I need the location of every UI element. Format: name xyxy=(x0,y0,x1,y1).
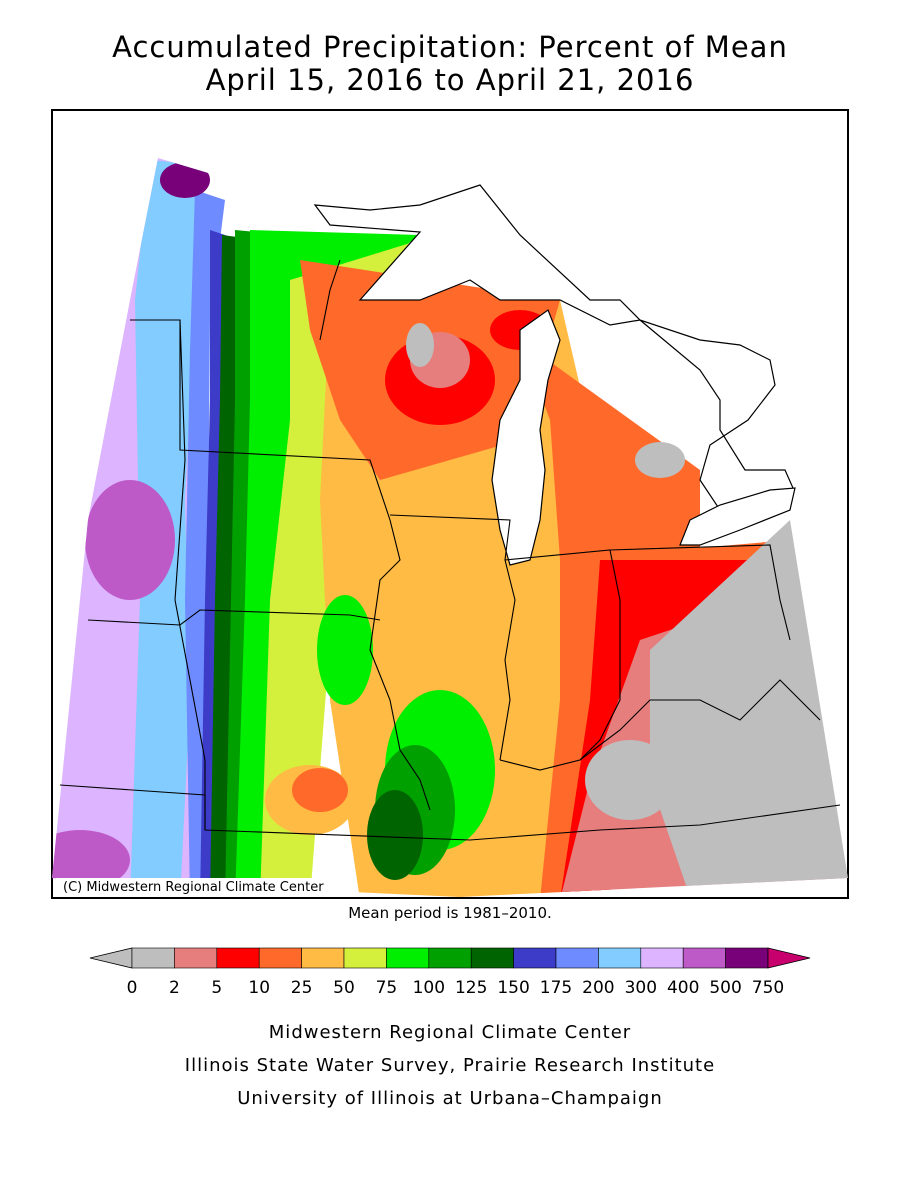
legend-label: 750 xyxy=(752,978,784,998)
legend-swatch xyxy=(343,947,387,969)
map-title: Accumulated Precipitation: Percent of Me… xyxy=(112,30,788,64)
legend-label: 400 xyxy=(667,978,699,998)
legend-swatch xyxy=(470,947,514,969)
legend-label: 175 xyxy=(540,978,572,998)
legend-swatch xyxy=(598,947,642,969)
legend-label: 50 xyxy=(333,978,355,998)
mean-period-note: Mean period is 1981–2010. xyxy=(348,904,552,922)
legend-label: 75 xyxy=(376,978,398,998)
legend-swatch xyxy=(301,947,345,969)
legend-swatch xyxy=(258,947,302,969)
legend-swatch xyxy=(428,947,472,969)
legend-label: 2 xyxy=(169,978,180,998)
footer-survey: Illinois State Water Survey, Prairie Res… xyxy=(184,1055,716,1076)
legend-swatch xyxy=(216,947,260,969)
legend-label: 150 xyxy=(497,978,529,998)
legend-label: 300 xyxy=(625,978,657,998)
legend-label: 100 xyxy=(413,978,445,998)
precipitation-map xyxy=(51,109,849,899)
legend-swatch xyxy=(174,947,218,969)
map-date-range: April 15, 2016 to April 21, 2016 xyxy=(205,63,695,97)
legend-swatch xyxy=(682,947,726,969)
great-lakes xyxy=(313,184,796,566)
legend-under-arrow xyxy=(89,947,133,969)
precipitation-field xyxy=(52,158,848,897)
legend-label: 125 xyxy=(455,978,487,998)
legend-swatch xyxy=(640,947,684,969)
legend-over-arrow xyxy=(767,947,811,969)
legend-swatch xyxy=(725,947,769,969)
copyright-text: (C) Midwestern Regional Climate Center xyxy=(60,880,327,895)
color-legend: 0 2 5 10 25 50 75 100 125 150 175 200 300 400 500 750 xyxy=(89,947,811,998)
footer-university: University of Illinois at Urbana–Champai… xyxy=(237,1088,663,1109)
footer-org: Midwestern Regional Climate Center xyxy=(268,1022,632,1043)
legend-label: 25 xyxy=(291,978,313,998)
legend-swatch xyxy=(513,947,557,969)
legend-label: 0 xyxy=(127,978,138,998)
legend-label: 10 xyxy=(248,978,270,998)
legend-label: 200 xyxy=(582,978,614,998)
legend-label: 500 xyxy=(709,978,741,998)
state-boundaries xyxy=(59,259,841,841)
legend-label: 5 xyxy=(211,978,222,998)
legend-swatch xyxy=(131,947,175,969)
legend-swatch xyxy=(386,947,430,969)
legend-swatch xyxy=(555,947,599,969)
